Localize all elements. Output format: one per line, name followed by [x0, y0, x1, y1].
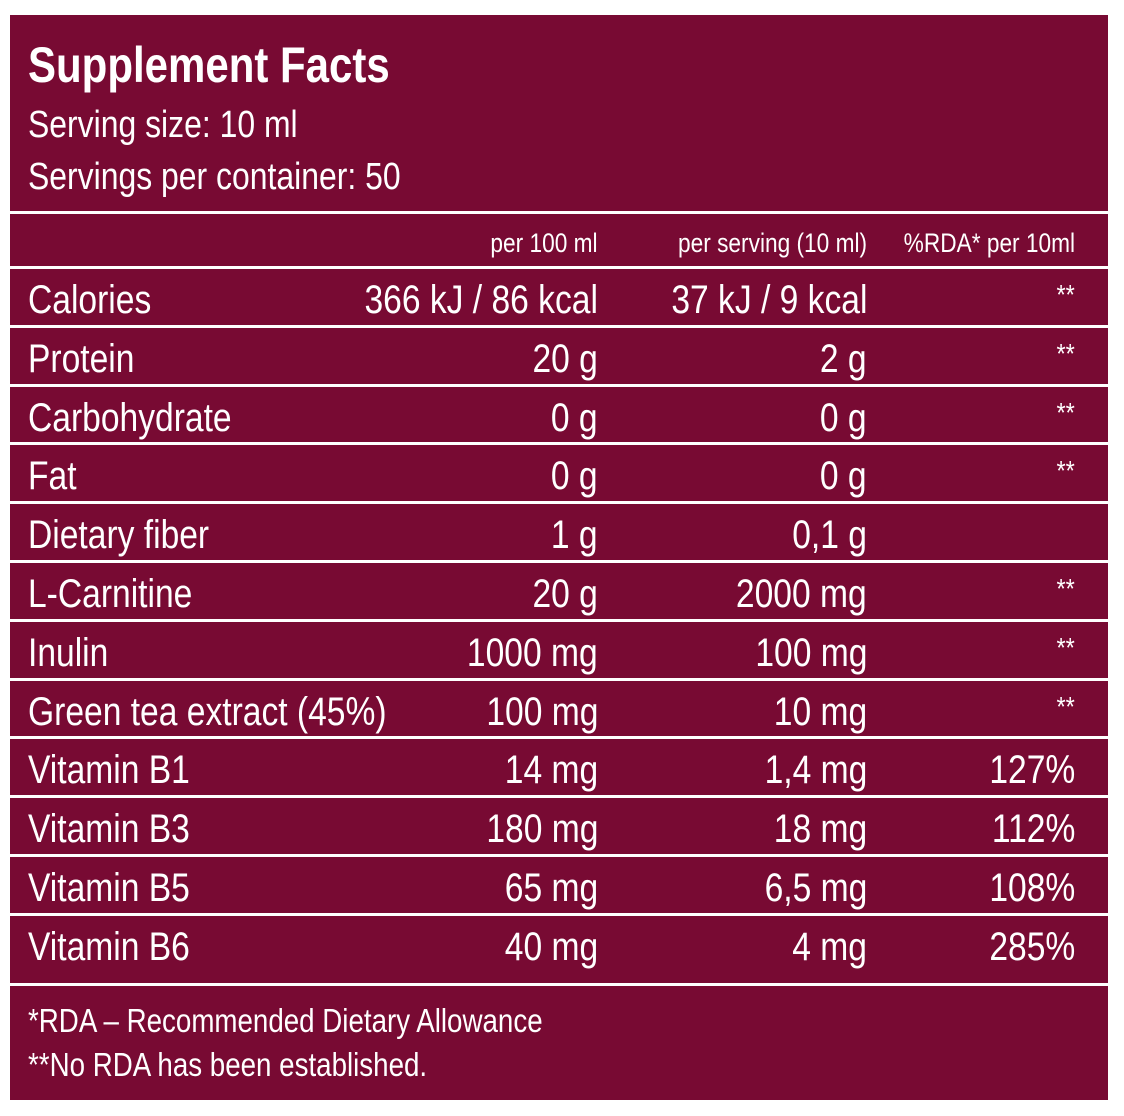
value-cell: 366 kJ / 86 kcal — [364, 278, 598, 322]
value-cell: 0 g — [820, 395, 867, 440]
value-cell: 2000 mg — [736, 572, 867, 616]
value-cell: 37 kJ / 9 kcal — [670, 278, 867, 322]
value-cell: 10 mg — [773, 689, 867, 734]
row-label: Dietary fiber — [28, 513, 210, 558]
separator — [10, 677, 1108, 681]
row-label: Green tea extract (45%) — [28, 689, 387, 734]
rda-cell: ** — [1056, 690, 1075, 722]
value-cell: 65 mg — [504, 866, 598, 910]
value-cell: 20 g — [532, 572, 598, 616]
row-label: L-Carnitine — [28, 572, 193, 616]
value-cell: 0 g — [551, 454, 598, 499]
value-cell: 20 g — [532, 336, 598, 381]
row-label: Vitamin B1 — [28, 748, 190, 793]
rda-cell: ** — [1056, 455, 1075, 487]
separator — [10, 442, 1108, 446]
value-cell: 1 g — [551, 513, 598, 558]
title: Supplement Facts — [28, 37, 390, 93]
row-label: Vitamin B3 — [28, 807, 190, 852]
row-label: Inulin — [28, 630, 109, 675]
rda-cell: 285% — [989, 924, 1075, 969]
value-cell: 0,1 g — [792, 513, 867, 558]
separator — [10, 266, 1108, 269]
footnote: **No RDA has been established. — [28, 1046, 428, 1083]
rda-cell: 108% — [989, 866, 1075, 910]
separator — [10, 736, 1108, 740]
rda-cell: ** — [1056, 631, 1075, 663]
separator — [10, 501, 1108, 505]
value-cell: 6,5 mg — [764, 866, 867, 910]
row-label: Calories — [28, 278, 152, 322]
value-cell: 2 g — [820, 336, 867, 381]
rda-cell: ** — [1056, 279, 1075, 310]
value-cell: 4 mg — [792, 924, 867, 969]
row-label: Vitamin B5 — [28, 866, 190, 910]
separator — [10, 618, 1108, 622]
value-cell: 14 mg — [504, 748, 598, 793]
column-header: per serving (10 ml) — [677, 228, 867, 258]
value-cell: 1000 mg — [467, 630, 598, 675]
column-header: per 100 ml — [490, 228, 598, 258]
value-cell: 40 mg — [504, 924, 598, 969]
separator — [10, 560, 1108, 563]
separator — [10, 982, 1108, 986]
value-cell: 180 mg — [485, 807, 598, 852]
column-header: %RDA* per 10ml — [903, 228, 1075, 258]
panel — [10, 15, 1108, 1100]
rda-cell: 127% — [989, 748, 1075, 793]
separator — [10, 383, 1108, 387]
row-label: Carbohydrate — [28, 395, 232, 440]
value-cell: 1,4 mg — [764, 748, 867, 793]
value-cell: 0 g — [820, 454, 867, 499]
rda-cell: ** — [1056, 396, 1075, 428]
value-cell: 100 mg — [485, 689, 598, 734]
separator — [10, 795, 1108, 799]
footnote: *RDA – Recommended Dietary Allowance — [28, 1002, 543, 1039]
separator — [10, 854, 1108, 857]
serving-size: Serving size: 10 ml — [28, 104, 298, 146]
rda-cell: ** — [1056, 573, 1075, 604]
row-label: Fat — [28, 454, 77, 499]
servings-per-container: Servings per container: 50 — [28, 156, 401, 198]
value-cell: 18 mg — [773, 807, 867, 852]
row-label: Vitamin B6 — [28, 924, 190, 969]
rda-cell: 112% — [991, 807, 1075, 852]
row-label: Protein — [28, 336, 135, 381]
value-cell: 0 g — [551, 395, 598, 440]
separator — [10, 912, 1108, 916]
rda-cell: ** — [1056, 337, 1075, 369]
separator — [10, 324, 1108, 328]
separator — [10, 211, 1108, 214]
value-cell: 100 mg — [754, 630, 867, 675]
